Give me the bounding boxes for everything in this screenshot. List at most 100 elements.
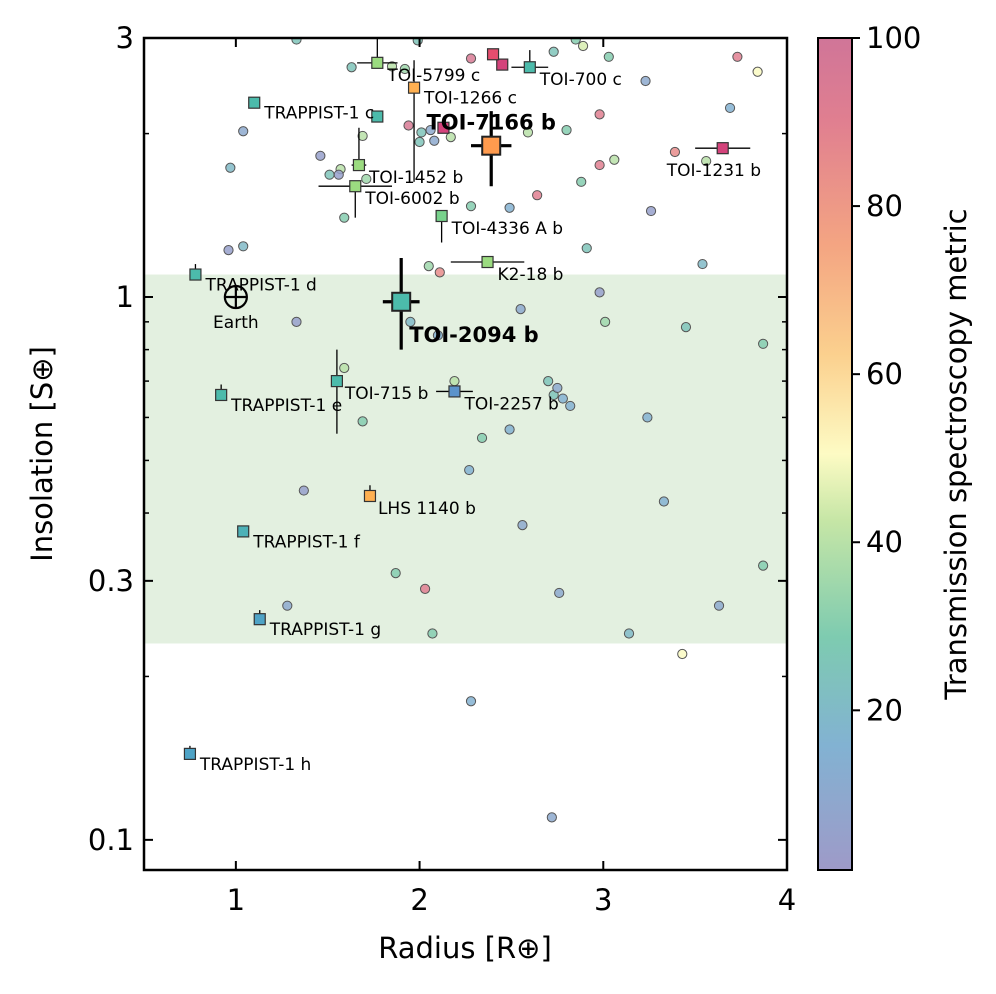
planet-label: TRAPPIST-1 d (204, 276, 316, 296)
planet-label: TRAPPIST-1 e (230, 396, 342, 416)
background-planet-point (623, 628, 635, 639)
background-planet-point (339, 362, 350, 374)
planet-square-marker (437, 121, 450, 134)
earth-label: Earth (213, 313, 259, 333)
background-planet-point (552, 382, 563, 394)
background-planet-point (445, 132, 456, 143)
background-planet-point (570, 38, 581, 45)
y-tick-label: 1 (116, 280, 134, 314)
colorbar-label: Transmission spectroscopy metric (939, 208, 973, 700)
planet-label: TOI-2257 b (463, 394, 558, 414)
highlighted-planet-marker (481, 135, 502, 156)
planet-square-marker (253, 613, 266, 626)
planet-square-marker (523, 61, 536, 74)
planet-label: TRAPPIST-1 f (252, 532, 361, 552)
y-tick-label: 0.3 (88, 564, 134, 598)
background-planet-point (532, 190, 543, 201)
background-planet-point (752, 66, 763, 77)
background-planet-point (386, 61, 398, 72)
planet-square-marker (448, 385, 461, 398)
highlighted-planet-label: TOI-2094 b (409, 323, 539, 347)
planet-square-marker (407, 81, 421, 94)
planet-label: TOI-1231 b (666, 161, 761, 181)
background-planet-point (713, 600, 725, 611)
planet-label: TRAPPIST-1 g (269, 620, 381, 640)
planet-label: TRAPPIST-1 c (263, 104, 374, 124)
background-planet-point (758, 338, 769, 349)
planet-square-marker (363, 489, 377, 503)
colorbar-tick-label: 40 (866, 525, 903, 559)
planet-square-marker (183, 747, 197, 760)
planet-label: TOI-1266 c (423, 89, 517, 109)
background-planet-point (346, 62, 357, 73)
colorbar (817, 37, 853, 871)
colorbar-tick-label: 80 (866, 189, 903, 223)
background-planet-point (464, 464, 475, 476)
background-planet-point (291, 316, 302, 327)
background-planet-point (640, 75, 651, 87)
background-planet-point (357, 416, 368, 427)
background-planet-point (403, 120, 414, 131)
background-planet-point (416, 127, 427, 138)
background-planet-point (594, 109, 605, 120)
background-planet-point (324, 169, 335, 180)
background-planet-point (557, 393, 568, 404)
background-planet-point (298, 485, 309, 496)
y-tick-label: 0.1 (88, 823, 134, 857)
background-planet-point (701, 155, 712, 167)
background-planet-point (548, 46, 559, 57)
background-planet-point (434, 267, 445, 278)
planet-square-marker (237, 525, 250, 538)
background-planet-point (561, 124, 572, 136)
background-planet-point (603, 51, 614, 62)
background-planet-point (609, 154, 620, 165)
planet-label: TOI-6002 b (364, 189, 459, 209)
background-planet-point (680, 322, 692, 333)
background-planet-point (315, 150, 326, 161)
planet-label: TOI-700 c (539, 70, 622, 90)
background-planet-point (732, 51, 743, 62)
background-planet-point (546, 812, 557, 823)
background-planet-point (600, 316, 611, 327)
planet-square-marker (496, 58, 509, 71)
background-planet-point (724, 102, 736, 114)
planet-square-marker (435, 209, 448, 223)
background-planet-point (577, 40, 589, 52)
background-planet-point (669, 146, 681, 158)
x-tick-label: 4 (778, 883, 796, 917)
highlighted-planet-label: TOI-7166 b (426, 111, 556, 135)
background-planet-point (465, 201, 477, 212)
planet-square-marker (349, 180, 362, 193)
background-planet-point (581, 243, 592, 254)
background-planet-point (522, 127, 534, 138)
background-planet-point (414, 136, 425, 148)
background-planet-point (291, 38, 302, 45)
planet-square-marker (189, 268, 202, 281)
background-planet-point (465, 696, 477, 707)
background-planet-point (449, 375, 460, 387)
background-planet-point (465, 53, 477, 64)
background-planet-point (429, 135, 440, 146)
background-planet-point (339, 212, 350, 223)
highlighted-planet-marker (391, 291, 412, 312)
x-tick-label: 1 (227, 883, 245, 917)
background-planet-point (642, 412, 653, 423)
background-planet-point (677, 648, 688, 660)
y-tick-label: 3 (116, 21, 134, 55)
x-tick-label: 2 (410, 883, 428, 917)
planet-label: LHS 1140 b (378, 499, 476, 519)
planet-label: TOI-5799 c (386, 66, 480, 86)
background-planet-point (390, 568, 401, 579)
colorbar-tick-label: 100 (866, 21, 921, 55)
background-planet-point (658, 496, 670, 507)
background-planet-point (282, 600, 293, 611)
background-planet-point (333, 169, 344, 180)
background-planet-point (504, 424, 515, 435)
planet-square-marker (371, 56, 384, 69)
planet-square-marker (215, 388, 228, 402)
background-planet-point (427, 628, 438, 639)
background-planet-point (594, 159, 605, 171)
planet-square-marker (371, 110, 384, 123)
background-planet-point (565, 400, 576, 412)
